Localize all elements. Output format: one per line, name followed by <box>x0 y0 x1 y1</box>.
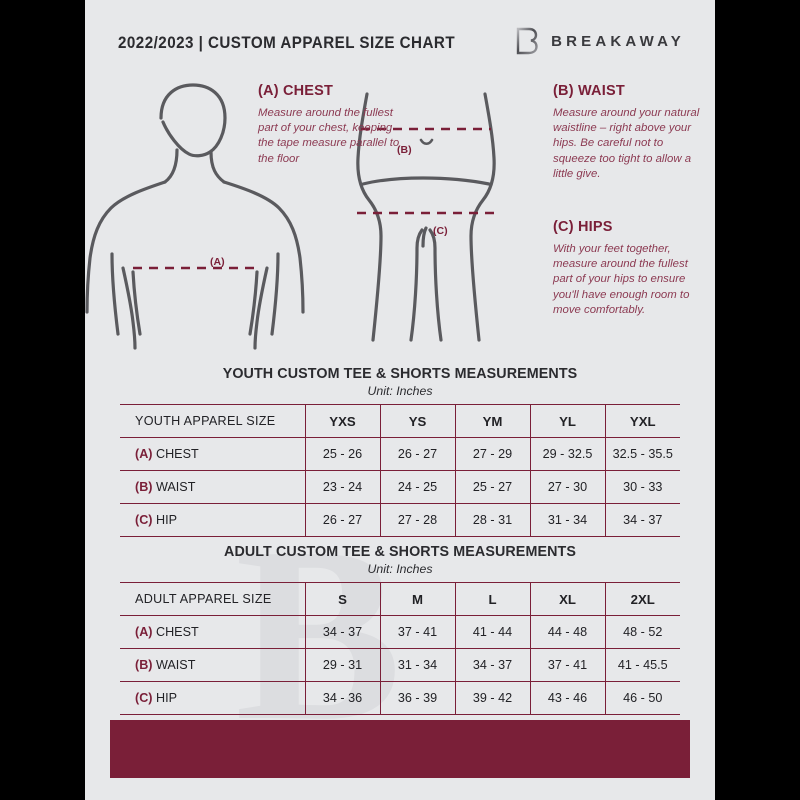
table-cell: 34 - 37 <box>304 615 380 649</box>
hips-section-text: With your feet together, measure around … <box>553 243 690 316</box>
table-cell: 27 - 29 <box>454 437 530 471</box>
chest-section-text: Measure around the fullest part of your … <box>258 107 400 165</box>
youth-measurements-block: YOUTH CUSTOM TEE & SHORTS MEASUREMENTS U… <box>85 366 715 537</box>
measurement-illustrations: (A) (B) (C) (A) CHEST Measure around the… <box>85 72 715 362</box>
youth-size-table: YOUTH APPAREL SIZE YXS YS YM YL YXL (A) CHEST… <box>120 404 680 537</box>
table-cell: 29 - 31 <box>304 648 380 682</box>
table-header-row: ADULT APPAREL SIZE S M L XL 2XL <box>120 582 680 616</box>
table-cell: 27 - 28 <box>379 503 455 537</box>
table-row: (C) HIP 34 - 36 36 - 39 39 - 42 43 - 46 46 - … <box>120 681 680 715</box>
youth-table-title: YOUTH CUSTOM TEE & SHORTS MEASUREMENTS <box>222 366 578 382</box>
table-cell: 31 - 34 <box>379 648 455 682</box>
hip-dimension-label: (C) <box>433 225 448 237</box>
youth-column-header-yxl: YXL <box>604 404 680 438</box>
adult-column-header-m: M <box>379 582 455 616</box>
table-cell: 34 - 37 <box>604 503 680 537</box>
adult-row-label-waist: (B) WAIST <box>120 648 306 682</box>
adult-measurements-block: ADULT CUSTOM TEE & SHORTS MEASUREMENTS U… <box>85 544 715 715</box>
waist-dimension-label: (B) <box>397 144 412 156</box>
youth-row-label-hip: (C) HIP <box>120 503 306 537</box>
table-cell: 24 - 25 <box>379 470 455 504</box>
table-cell: 26 - 27 <box>379 437 455 471</box>
page-header: 2022/2023 | CUSTOM APPAREL SIZE CHART BR… <box>85 26 715 60</box>
row-tag: (C) <box>135 691 153 705</box>
row-tag: (B) <box>135 658 153 672</box>
brand-name: BREAKAWAY <box>551 32 685 50</box>
youth-column-header-ym: YM <box>454 404 530 438</box>
table-cell: 43 - 46 <box>529 681 605 715</box>
table-row: (A) CHEST 25 - 26 26 - 27 27 - 29 29 - 32.5 3… <box>120 437 680 471</box>
youth-table-unit: Unit: Inches <box>367 384 433 398</box>
table-cell: 26 - 27 <box>304 503 380 537</box>
table-cell: 48 - 52 <box>604 615 680 649</box>
youth-column-header-yxs: YXS <box>304 404 380 438</box>
adult-row-header: ADULT APPAREL SIZE <box>120 582 306 616</box>
table-row: (B) WAIST 23 - 24 24 - 25 25 - 27 27 - 30 30 … <box>120 470 680 504</box>
waist-section-text: Measure around your natural waistline – … <box>553 107 700 180</box>
table-cell: 32.5 - 35.5 <box>604 437 680 471</box>
breakaway-b-logo-icon <box>516 27 538 55</box>
adult-column-header-2xl: 2XL <box>604 582 680 616</box>
upper-body-figure <box>85 83 305 350</box>
row-tag: (B) <box>135 480 153 494</box>
adult-column-header-l: L <box>454 582 530 616</box>
row-tag: (A) <box>135 447 153 461</box>
table-cell: 25 - 26 <box>304 437 380 471</box>
row-tag: (C) <box>135 513 153 527</box>
youth-row-label-chest: (A) CHEST <box>120 437 306 471</box>
youth-column-header-yl: YL <box>529 404 605 438</box>
adult-column-header-s: S <box>304 582 380 616</box>
table-cell: 25 - 27 <box>454 470 530 504</box>
youth-row-label-waist: (B) WAIST <box>120 470 306 504</box>
youth-column-header-ys: YS <box>379 404 455 438</box>
table-cell: 29 - 32.5 <box>529 437 605 471</box>
adult-column-header-xl: XL <box>529 582 605 616</box>
table-row: (A) CHEST 34 - 37 37 - 41 41 - 44 44 - 48 48 … <box>120 615 680 649</box>
adult-row-label-chest: (A) CHEST <box>120 615 306 649</box>
table-cell: 37 - 41 <box>529 648 605 682</box>
table-cell: 41 - 45.5 <box>604 648 680 682</box>
brand-block: BREAKAWAY <box>513 26 685 56</box>
table-cell: 39 - 42 <box>454 681 530 715</box>
chest-section-title: (A) CHEST <box>258 83 334 99</box>
waist-section-title: (B) WAIST <box>553 83 625 99</box>
table-cell: 36 - 39 <box>379 681 455 715</box>
chest-dimension-label: (A) <box>210 256 225 268</box>
adult-row-label-hip: (C) HIP <box>120 681 306 715</box>
table-cell: 23 - 24 <box>304 470 380 504</box>
table-header-row: YOUTH APPAREL SIZE YXS YS YM YL YXL <box>120 404 680 438</box>
page-title: 2022/2023 | CUSTOM APPAREL SIZE CHART <box>118 33 456 52</box>
footer-bar <box>110 720 690 778</box>
hips-section-title: (C) HIPS <box>553 219 613 235</box>
adult-table-title: ADULT CUSTOM TEE & SHORTS MEASUREMENTS <box>224 544 576 560</box>
table-cell: 28 - 31 <box>454 503 530 537</box>
table-cell: 27 - 30 <box>529 470 605 504</box>
lower-body-figure <box>356 92 496 342</box>
size-chart-page: B 2022/2023 | CUSTOM APPAREL SIZE CHART … <box>85 0 715 800</box>
table-cell: 46 - 50 <box>604 681 680 715</box>
adult-table-unit: Unit: Inches <box>367 562 433 576</box>
table-cell: 34 - 37 <box>454 648 530 682</box>
table-cell: 37 - 41 <box>379 615 455 649</box>
table-cell: 34 - 36 <box>304 681 380 715</box>
table-cell: 44 - 48 <box>529 615 605 649</box>
table-cell: 30 - 33 <box>604 470 680 504</box>
body-figures-svg <box>85 83 496 350</box>
table-row: (B) WAIST 29 - 31 31 - 34 34 - 37 37 - 41 41 … <box>120 648 680 682</box>
youth-row-header: YOUTH APPAREL SIZE <box>120 404 306 438</box>
table-cell: 41 - 44 <box>454 615 530 649</box>
table-row: (C) HIP 26 - 27 27 - 28 28 - 31 31 - 34 34 - … <box>120 503 680 537</box>
row-tag: (A) <box>135 625 153 639</box>
adult-size-table: ADULT APPAREL SIZE S M L XL 2XL (A) CHEST 34 -… <box>120 582 680 715</box>
table-cell: 31 - 34 <box>529 503 605 537</box>
